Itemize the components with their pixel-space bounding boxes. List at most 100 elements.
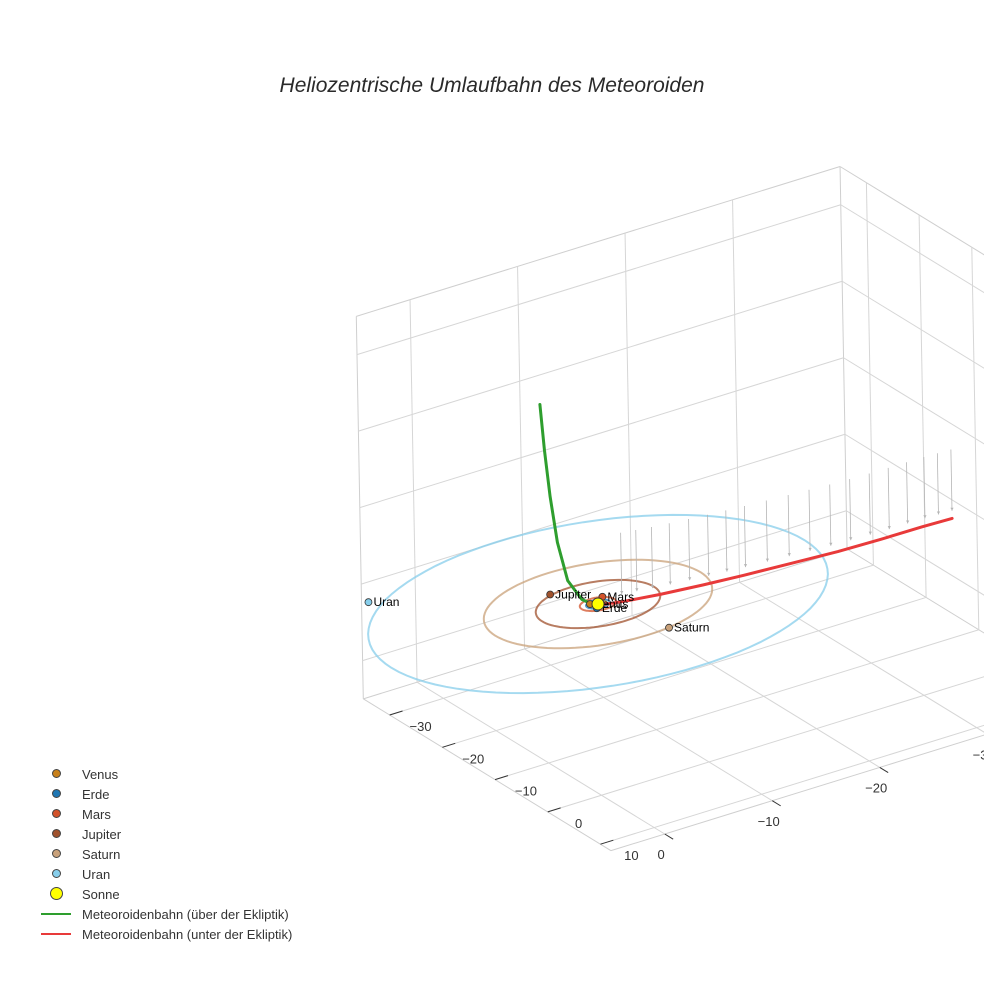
gridline-z <box>362 510 847 662</box>
legend[interactable]: Venus Erde Mars Jupiter Saturn Uran Sonne Meteo… <box>36 764 292 944</box>
legend-label: Mars <box>82 806 111 822</box>
orbit-jupiter <box>534 578 662 630</box>
y-tick-mark <box>600 839 614 845</box>
x-tick-label: −10 <box>758 814 780 829</box>
gridline-z <box>840 204 984 294</box>
drop-line <box>744 505 746 568</box>
pane-edge <box>846 548 984 634</box>
x-tick-label: −20 <box>865 781 887 796</box>
legend-line-icon <box>41 913 71 915</box>
drop-arrow <box>936 511 941 515</box>
drop-line <box>923 457 926 519</box>
drop-arrow <box>707 572 711 576</box>
legend-item[interactable]: Venus <box>36 764 292 784</box>
drop-line <box>725 510 728 572</box>
gridline-x <box>416 681 666 835</box>
legend-item[interactable]: Sonne <box>36 884 292 904</box>
gridline-y <box>547 676 984 813</box>
planet-label-uran: Uran <box>373 595 399 609</box>
legend-item[interactable]: Meteoroidenbahn (unter der Ekliptik) <box>36 924 292 944</box>
drop-arrow <box>923 515 927 519</box>
trajectory-below-line <box>594 516 954 608</box>
drop-arrow <box>787 553 791 557</box>
pane-edge <box>610 734 984 852</box>
drop-arrow <box>906 520 910 524</box>
orbit-saturn <box>482 558 714 650</box>
pane-edge <box>363 548 848 700</box>
gridline-y <box>600 724 984 845</box>
legend-item[interactable]: Mars <box>36 804 292 824</box>
x-tick-label: 0 <box>658 847 665 862</box>
gridline-z <box>358 280 843 432</box>
legend-marker-swatch <box>36 824 76 844</box>
drop-line <box>707 514 710 576</box>
drop-line <box>787 494 790 557</box>
gridline-z <box>359 357 844 509</box>
legend-label: Jupiter <box>82 826 122 842</box>
y-tick-label: 0 <box>575 816 582 831</box>
legend-item[interactable]: Erde <box>36 784 292 804</box>
drop-arrow <box>620 590 624 594</box>
drop-arrow <box>950 507 954 511</box>
legend-dot-icon <box>52 769 61 778</box>
gridline-z <box>356 204 841 356</box>
gridline-z <box>846 510 984 596</box>
legend-label: Venus <box>82 766 119 782</box>
drop-line <box>620 532 623 594</box>
drop-line <box>868 473 871 535</box>
drop-arrow <box>868 531 872 535</box>
legend-label: Meteoroidenbahn (über der Ekliptik) <box>82 906 289 922</box>
x-tick-label: −30 <box>973 747 984 762</box>
legend-dot-icon <box>52 789 61 798</box>
planet-label-saturn: Saturn <box>674 621 709 635</box>
drop-line <box>688 518 691 581</box>
legend-item[interactable]: Uran <box>36 864 292 884</box>
drop-arrow <box>635 588 639 592</box>
drop-line <box>829 484 832 546</box>
legend-label: Meteoroidenbahn (unter der Ekliptik) <box>82 926 293 942</box>
planet-marker-jupiter <box>546 590 555 599</box>
legend-marker-swatch <box>36 804 76 824</box>
legend-dot-icon <box>52 809 61 818</box>
legend-dot-icon <box>52 869 61 878</box>
drop-arrow <box>743 564 748 568</box>
legend-marker-swatch <box>36 784 76 804</box>
gridline-z <box>841 280 984 369</box>
gridline-y <box>442 596 927 748</box>
planet-label-jupiter: Jupiter <box>555 588 591 602</box>
pane-edge <box>363 698 612 852</box>
legend-label: Uran <box>82 866 111 882</box>
y-tick-label: −30 <box>410 719 432 734</box>
drop-line <box>635 529 638 592</box>
drop-line <box>651 526 653 589</box>
drop-arrow <box>887 526 891 530</box>
y-tick-mark <box>494 775 509 781</box>
legend-item[interactable]: Meteoroidenbahn (über der Ekliptik) <box>36 904 292 924</box>
drop-arrow <box>725 568 729 572</box>
legend-dot-icon <box>52 849 61 858</box>
drop-arrow <box>808 547 812 551</box>
drop-arrow <box>849 537 853 541</box>
legend-line-icon <box>41 933 71 935</box>
orbit-uran <box>367 513 829 695</box>
chart-title: Heliozentrische Umlaufbahn des Meteoroid… <box>279 74 705 97</box>
legend-item[interactable]: Jupiter <box>36 824 292 844</box>
gridline-x <box>524 648 773 802</box>
y-tick-label: 10 <box>624 848 638 863</box>
y-tick-mark <box>389 710 403 716</box>
drop-arrow <box>650 585 655 589</box>
drop-arrow <box>668 581 672 585</box>
y-tick-mark <box>547 807 561 813</box>
drop-arrow <box>829 542 833 546</box>
legend-marker-swatch <box>36 864 76 884</box>
sun-marker <box>591 597 605 611</box>
legend-line-swatch <box>36 904 76 924</box>
drop-line <box>936 453 939 515</box>
legend-item[interactable]: Saturn <box>36 844 292 864</box>
gridline-x <box>739 581 984 733</box>
drop-line <box>906 462 909 524</box>
legend-label: Saturn <box>82 846 121 862</box>
gridline-z <box>843 357 984 445</box>
gridline-x <box>631 615 881 768</box>
